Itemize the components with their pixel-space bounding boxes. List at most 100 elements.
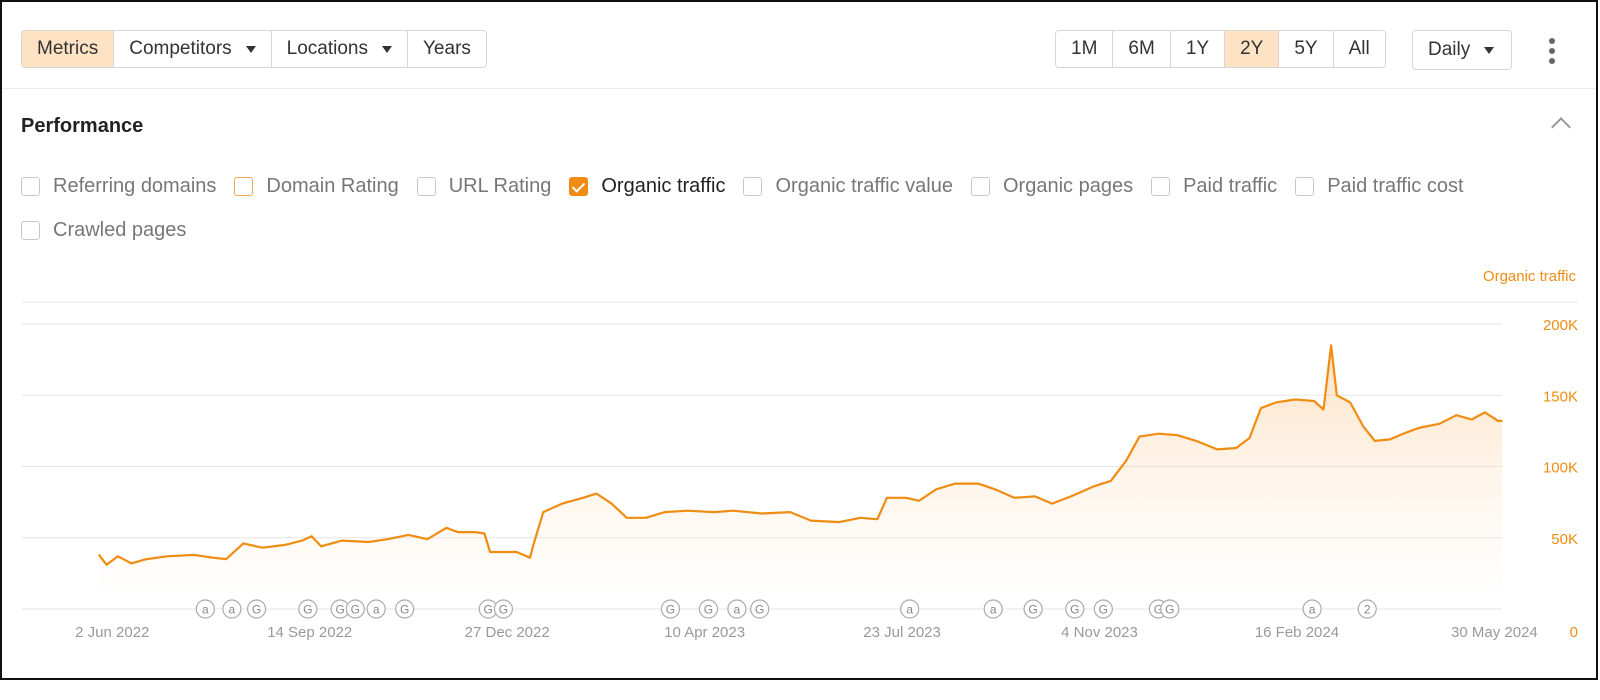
data-point bbox=[242, 542, 245, 545]
competitors-label: Competitors bbox=[129, 38, 232, 59]
range-6m[interactable]: 6M bbox=[1113, 31, 1171, 67]
checkbox[interactable] bbox=[743, 177, 763, 196]
annotation-label: G bbox=[666, 603, 675, 617]
annotation-marker[interactable] bbox=[1065, 599, 1085, 619]
x-tick-label: 23 Jul 2023 bbox=[863, 624, 941, 641]
annotation-label: G bbox=[484, 603, 493, 617]
annotation-marker[interactable] bbox=[750, 599, 770, 619]
annotation-marker[interactable] bbox=[1023, 599, 1043, 619]
data-point bbox=[1362, 425, 1365, 428]
annotation-marker[interactable] bbox=[395, 599, 415, 619]
annotation-label: G bbox=[1028, 603, 1037, 617]
checkbox-checked[interactable] bbox=[569, 177, 589, 196]
data-point bbox=[1110, 479, 1112, 482]
data-point bbox=[1216, 448, 1219, 451]
data-point bbox=[595, 492, 598, 495]
data-point bbox=[1330, 344, 1332, 347]
range-all[interactable]: All bbox=[1333, 31, 1385, 67]
data-point bbox=[713, 511, 715, 513]
data-point bbox=[445, 526, 448, 529]
data-point bbox=[1235, 447, 1238, 449]
x-tick-label: 16 Feb 2024 bbox=[1255, 624, 1339, 641]
annotation-marker[interactable] bbox=[246, 599, 267, 619]
x-tick-label: 14 Sep 2022 bbox=[267, 624, 352, 641]
data-point bbox=[1195, 440, 1198, 442]
checkbox[interactable] bbox=[234, 177, 254, 196]
annotation-label: G bbox=[252, 603, 261, 617]
metric-paid-traffic-cost[interactable]: Paid traffic cost bbox=[1295, 175, 1464, 198]
data-point bbox=[515, 551, 518, 553]
annotation-marker[interactable] bbox=[345, 599, 365, 619]
data-point bbox=[886, 497, 888, 499]
data-point bbox=[1484, 411, 1486, 414]
interval-dropdown[interactable]: Daily bbox=[1412, 30, 1512, 70]
annotation-marker[interactable] bbox=[1160, 599, 1180, 619]
annotation-marker[interactable] bbox=[660, 599, 681, 619]
annotation-marker[interactable] bbox=[698, 599, 719, 619]
data-point bbox=[426, 538, 429, 540]
metric-label: Organic pages bbox=[1002, 175, 1134, 197]
checkbox[interactable] bbox=[21, 177, 40, 196]
data-point bbox=[320, 545, 322, 548]
metric-referring-domains[interactable]: Referring domains bbox=[21, 175, 216, 198]
annotation-marker[interactable] bbox=[195, 599, 215, 619]
competitors-dropdown[interactable]: Competitors bbox=[114, 31, 272, 67]
annotation-label: G bbox=[1099, 603, 1108, 617]
toolbar: Metrics Competitors Locations Years 1M 6… bbox=[2, 2, 1596, 89]
annotation-marker[interactable] bbox=[1357, 599, 1377, 619]
data-point bbox=[1322, 408, 1325, 411]
range-2y[interactable]: 2Y bbox=[1225, 31, 1280, 67]
annotation-marker[interactable] bbox=[1302, 599, 1322, 619]
locations-dropdown[interactable]: Locations bbox=[271, 31, 408, 67]
interval-label: Daily bbox=[1428, 39, 1471, 60]
annotation-label: 2 bbox=[1364, 603, 1371, 617]
y-tick-label: 50K bbox=[1551, 531, 1578, 548]
annotation-marker[interactable] bbox=[1093, 599, 1113, 619]
metric-crawled-pages[interactable]: Crawled pages bbox=[21, 219, 186, 242]
data-point bbox=[876, 518, 879, 521]
metric-paid-traffic[interactable]: Paid traffic bbox=[1151, 175, 1277, 198]
annotation-marker[interactable] bbox=[222, 599, 242, 619]
data-point bbox=[117, 555, 119, 558]
range-6m-label: 6M bbox=[1128, 38, 1155, 59]
annotation-label: a bbox=[202, 603, 209, 617]
tab-metrics[interactable]: Metrics bbox=[22, 31, 115, 67]
checkbox[interactable] bbox=[1151, 177, 1171, 196]
range-5y[interactable]: 5Y bbox=[1279, 31, 1334, 67]
range-1m[interactable]: 1M bbox=[1056, 31, 1114, 67]
annotation-label: a bbox=[990, 603, 997, 617]
metric-domain-rating[interactable]: Domain Rating bbox=[234, 175, 399, 198]
data-point bbox=[105, 564, 108, 566]
range-1y[interactable]: 1Y bbox=[1170, 31, 1226, 67]
metric-organic-traffic-value[interactable]: Organic traffic value bbox=[743, 175, 953, 198]
metric-label: Organic traffic bbox=[601, 175, 726, 197]
data-point bbox=[1501, 420, 1503, 422]
organic-traffic-line bbox=[98, 344, 1502, 566]
data-point bbox=[1176, 434, 1179, 436]
tab-years[interactable]: Years bbox=[408, 31, 486, 67]
y-tick-label: 150K bbox=[1543, 388, 1578, 405]
metric-url-rating[interactable]: URL Rating bbox=[416, 175, 551, 198]
checkbox[interactable] bbox=[970, 177, 990, 196]
data-point bbox=[130, 562, 133, 565]
annotation-marker[interactable] bbox=[298, 599, 318, 619]
data-point bbox=[1497, 420, 1500, 422]
kebab-menu-icon[interactable] bbox=[1542, 38, 1562, 64]
data-point bbox=[341, 539, 343, 542]
checkbox[interactable] bbox=[416, 177, 436, 196]
annotation-marker[interactable] bbox=[727, 599, 747, 619]
checkbox[interactable] bbox=[21, 221, 40, 240]
annotation-marker[interactable] bbox=[366, 599, 386, 619]
checkbox[interactable] bbox=[1295, 177, 1315, 196]
annotation-marker[interactable] bbox=[493, 599, 513, 619]
data-point bbox=[582, 497, 584, 499]
data-point bbox=[193, 554, 195, 556]
data-point bbox=[145, 558, 148, 560]
chevron-up-icon[interactable] bbox=[1551, 117, 1571, 137]
metric-organic-pages[interactable]: Organic pages bbox=[970, 175, 1134, 198]
annotation-marker[interactable] bbox=[983, 599, 1003, 619]
annotation-marker[interactable] bbox=[900, 599, 920, 619]
data-point bbox=[1417, 427, 1420, 429]
metric-organic-traffic[interactable]: Organic traffic bbox=[569, 175, 725, 198]
